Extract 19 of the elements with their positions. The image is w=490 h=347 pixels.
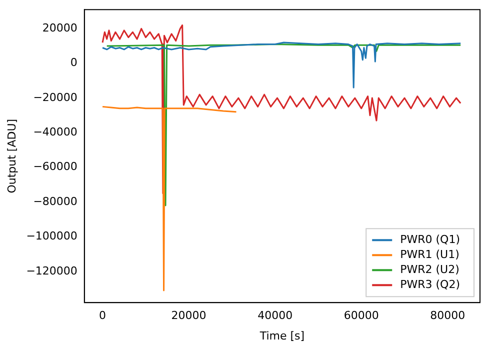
- legend-label: PWR3 (Q2): [400, 278, 460, 291]
- y-tick-label: 20000: [42, 22, 78, 35]
- y-tick-label: −100000: [26, 230, 78, 243]
- y-tick-label: −60000: [33, 160, 78, 174]
- y-tick-label: −40000: [33, 126, 78, 139]
- y-tick-label: −120000: [26, 264, 78, 278]
- x-tick-label: 40000: [258, 309, 293, 322]
- x-tick-label: 60000: [344, 309, 379, 322]
- y-tick-label: 0: [70, 56, 78, 70]
- y-axis-title: Output [ADU]: [5, 118, 18, 194]
- legend-label: PWR2 (U2): [400, 262, 460, 276]
- legend-label: PWR1 (U1): [400, 248, 460, 261]
- legend-label: PWR0 (Q1): [400, 232, 460, 246]
- y-tick-label: −80000: [33, 194, 78, 208]
- x-tick-label: 20000: [171, 309, 206, 322]
- y-tick-label: −20000: [33, 90, 78, 104]
- x-tick-label: 80000: [430, 309, 466, 322]
- x-axis-title: Time [s]: [258, 329, 305, 342]
- x-tick-label: 0: [99, 309, 106, 322]
